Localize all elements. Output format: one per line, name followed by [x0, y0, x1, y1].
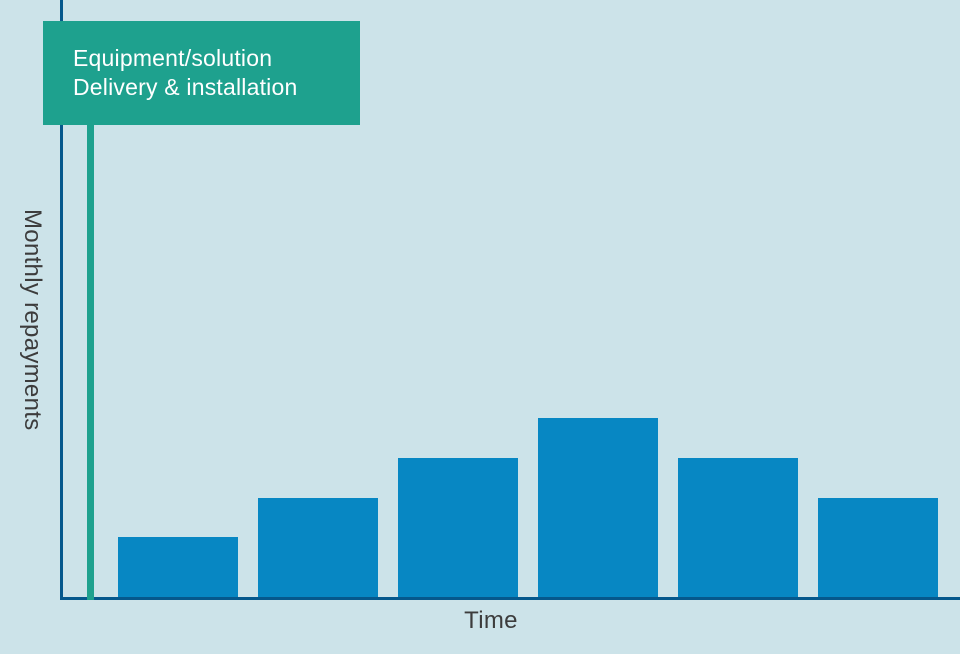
annotation-line-1: Equipment/solution — [73, 45, 273, 71]
bar-period-6 — [818, 498, 938, 597]
annotation-callout-box: Equipment/solution Delivery & installati… — [43, 21, 360, 125]
bar-period-2 — [258, 498, 378, 597]
y-axis-line — [60, 0, 63, 600]
x-axis-label: Time — [464, 607, 518, 634]
annotation-line-2: Delivery & installation — [73, 74, 298, 100]
annotation-marker-line — [87, 125, 94, 600]
x-axis-line — [60, 597, 960, 600]
y-axis-label: Monthly repayments — [19, 209, 46, 431]
bar-period-1 — [118, 537, 238, 597]
bar-period-3 — [398, 458, 518, 597]
bar-period-4 — [538, 418, 658, 597]
bar-period-5 — [678, 458, 798, 597]
